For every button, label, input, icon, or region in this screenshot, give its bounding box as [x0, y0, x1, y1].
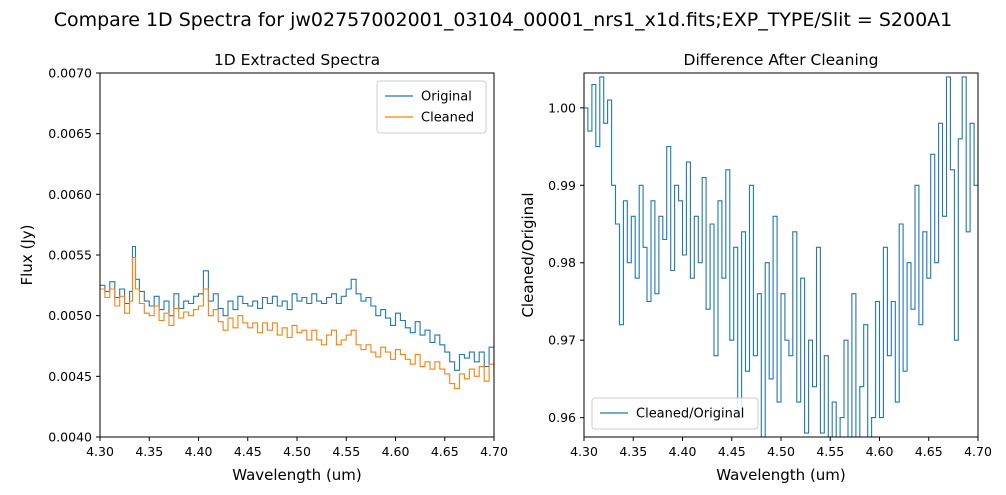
ratio-legend-label: Cleaned/Original — [636, 407, 744, 422]
ratio-x-tick-label: 4.50 — [767, 444, 795, 459]
ratio-x-tick-label: 4.45 — [718, 444, 746, 459]
spectra-x-tick-label: 4.35 — [135, 444, 163, 459]
spectra-x-tick-label: 4.40 — [185, 444, 213, 459]
spectra-series-cleaned-line — [100, 256, 494, 390]
spectra-y-tick-label: 0.0050 — [48, 308, 92, 323]
ratio-plot-title: Difference After Cleaning — [684, 51, 879, 69]
spectra-x-tick-label: 4.45 — [234, 444, 262, 459]
ratio-x-tick-label: 4.65 — [915, 444, 943, 459]
ratio-series-cleaned-original-line — [584, 76, 978, 437]
ratio-x-axis-label: Wavelength (um) — [716, 466, 846, 484]
ratio-y-tick-label: 0.97 — [548, 333, 576, 348]
spectra-y-tick-label: 0.0055 — [48, 248, 92, 263]
spectra-x-tick-label: 4.70 — [480, 444, 508, 459]
ratio-y-tick-label: 0.99 — [548, 178, 576, 193]
spectra-y-tick-label: 0.0060 — [48, 187, 92, 202]
spectra-legend-label: Original — [421, 90, 472, 105]
spectra-x-tick-label: 4.65 — [431, 444, 459, 459]
spectra-plot-title: 1D Extracted Spectra — [214, 51, 380, 69]
spectra-y-axis-label: Flux (Jy) — [18, 225, 36, 286]
figure-title: Compare 1D Spectra for jw02757002001_031… — [54, 9, 953, 31]
ratio-legend-box — [591, 397, 759, 430]
ratio-plot: 4.30 4.35 4.40 4.45 4.50 4.55 4.60 4.65 4.70 0.96… — [519, 51, 992, 484]
spectra-x-tick-label: 4.30 — [86, 444, 114, 459]
spectra-legend: Original Cleaned — [376, 80, 487, 134]
spectra-legend-label: Cleaned — [421, 111, 474, 126]
spectra-y-tick-label: 0.0045 — [48, 369, 92, 384]
ratio-series-group — [584, 76, 978, 437]
ratio-x-tick-label: 4.60 — [866, 444, 894, 459]
ratio-x-tick-label: 4.30 — [570, 444, 598, 459]
ratio-legend: Cleaned/Original — [591, 397, 759, 430]
ratio-x-tick-label: 4.70 — [964, 444, 992, 459]
ratio-y-tick-label: 0.98 — [548, 255, 576, 270]
ratio-x-tick-label: 4.55 — [816, 444, 844, 459]
spectra-x-tick-label: 4.50 — [283, 444, 311, 459]
spectra-x-tick-label: 4.60 — [382, 444, 410, 459]
spectra-x-axis-label: Wavelength (um) — [232, 466, 362, 484]
spectra-y-tick-label: 0.0070 — [48, 66, 92, 81]
ratio-y-tick-label: 0.96 — [548, 410, 576, 425]
ratio-y-axis-label: Cleaned/Original — [519, 192, 537, 317]
ratio-x-tick-label: 4.35 — [619, 444, 647, 459]
spectra-plot: 4.30 4.35 4.40 4.45 4.50 4.55 4.60 4.65 4.70 0.00… — [18, 51, 508, 484]
spectra-y-tick-label: 0.0040 — [48, 430, 92, 445]
ratio-y-tick-label: 1.00 — [548, 100, 576, 115]
spectra-series-original-line — [100, 245, 494, 374]
spectra-series-group — [100, 245, 494, 390]
spectra-x-tick-label: 4.55 — [332, 444, 360, 459]
spectra-legend-box — [376, 80, 487, 134]
spectra-y-tick-label: 0.0065 — [48, 126, 92, 141]
ratio-x-tick-label: 4.40 — [669, 444, 697, 459]
